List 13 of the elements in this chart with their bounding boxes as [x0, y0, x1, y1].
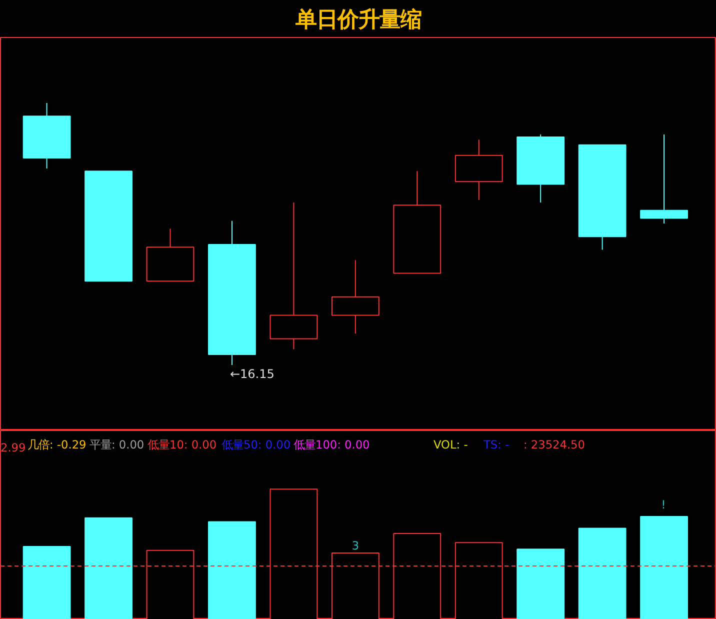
text: 平量: 0.00: [90, 438, 144, 452]
text: 低量10: 0.00: [148, 438, 217, 452]
text: TS: -: [482, 438, 510, 452]
text: 低量50: 0.00: [222, 438, 291, 452]
text: 低量100: 0.00: [294, 438, 370, 452]
chart-title: 单日价升量缩: [294, 8, 422, 32]
text: VOL: -: [434, 438, 468, 452]
text: : 23524.50: [524, 438, 585, 452]
text: ←16.15: [230, 367, 274, 381]
text: 几倍: -0.29: [28, 438, 86, 452]
annotation: !: [661, 498, 666, 512]
text: 2.99: [0, 440, 26, 454]
annotation: 3: [352, 538, 360, 552]
